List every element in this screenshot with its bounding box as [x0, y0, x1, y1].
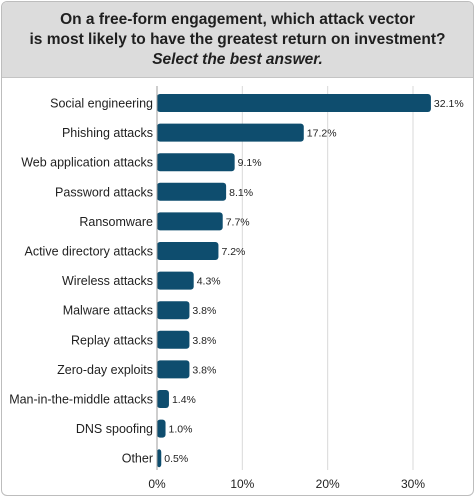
question-line-1: On a free-form engagement, which attack … [60, 11, 415, 28]
category-label: Zero-day exploits [57, 363, 153, 377]
bar [157, 360, 190, 379]
data-label: 9.1% [238, 157, 262, 169]
category-label: Web application attacks [21, 156, 153, 170]
data-label: 32.1% [434, 98, 464, 110]
category-label: Phishing attacks [62, 126, 153, 140]
category-label: Man-in-the-middle attacks [9, 393, 153, 407]
x-tick-label: 10% [230, 477, 254, 491]
bar [157, 419, 166, 438]
category-label: Password attacks [55, 185, 153, 199]
x-tick-label: 30% [401, 477, 425, 491]
category-label: Replay attacks [71, 333, 153, 347]
x-tick-label: 0% [148, 477, 166, 491]
data-label: 1.4% [172, 394, 196, 406]
category-label: Active directory attacks [24, 245, 153, 259]
data-label: 0.5% [164, 453, 188, 465]
chart-header: On a free-form engagement, which attack … [2, 2, 473, 78]
bar [157, 449, 162, 468]
data-label: 7.7% [226, 216, 250, 228]
data-label: 8.1% [229, 187, 253, 199]
data-label: 3.8% [192, 305, 216, 317]
data-label: 3.8% [192, 335, 216, 347]
bar [157, 271, 194, 290]
bar [157, 182, 227, 201]
data-label: 4.3% [197, 276, 221, 288]
bar [157, 212, 223, 231]
question-instruction: Select the best answer. [152, 51, 323, 68]
bar [157, 94, 431, 112]
bar [157, 123, 304, 142]
bar [157, 153, 235, 172]
data-label: 3.8% [192, 364, 216, 376]
category-label: Ransomware [79, 215, 153, 229]
category-label: Wireless attacks [62, 274, 153, 288]
data-label: 7.2% [221, 246, 245, 258]
category-label: DNS spoofing [76, 422, 153, 436]
x-tick-label: 20% [316, 477, 340, 491]
category-label: Malware attacks [63, 304, 153, 318]
bar [157, 301, 190, 320]
data-label: 17.2% [307, 128, 337, 140]
bar [157, 242, 219, 260]
question-line-2: is most likely to have the greatest retu… [29, 31, 446, 48]
data-label: 1.0% [169, 424, 193, 436]
bar [157, 330, 190, 349]
bar [157, 390, 169, 408]
category-label: Other [122, 452, 153, 466]
category-label: Social engineering [50, 97, 153, 111]
